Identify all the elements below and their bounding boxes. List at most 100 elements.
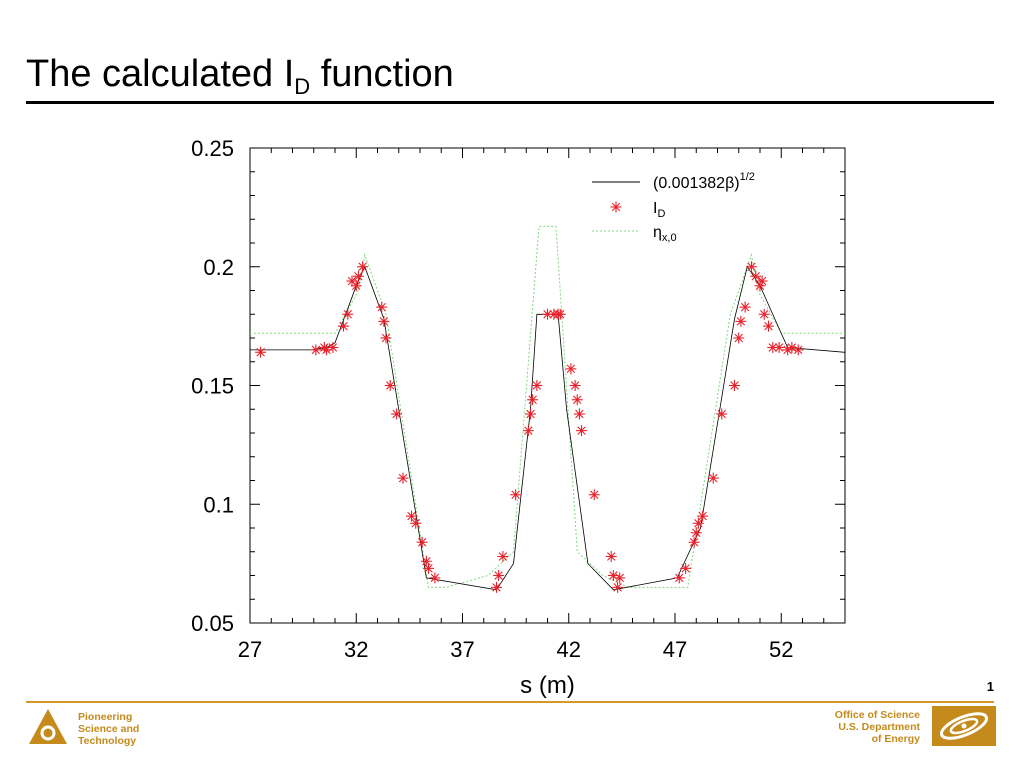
marker-stroke bbox=[492, 583, 501, 592]
legend-marker-icon bbox=[610, 201, 622, 213]
x-tick-label: 32 bbox=[344, 637, 368, 662]
data-point-marker bbox=[735, 315, 747, 327]
x-tick-label: 42 bbox=[557, 637, 581, 662]
footer-tagline-line: Science and bbox=[78, 723, 140, 735]
data-point-marker bbox=[758, 308, 770, 320]
data-point-marker bbox=[565, 363, 577, 375]
slide-title-text: The calculated I bbox=[26, 53, 295, 95]
data-point-marker bbox=[688, 536, 700, 548]
data-point-marker bbox=[327, 342, 339, 353]
data-point-marker bbox=[338, 320, 349, 332]
data-point-marker bbox=[522, 425, 534, 437]
marker-stroke bbox=[352, 281, 361, 290]
marker-stroke bbox=[566, 364, 576, 374]
marker-stroke bbox=[556, 310, 565, 319]
data-point-marker bbox=[378, 315, 390, 327]
legend-label: (0.001382β)1/2 bbox=[653, 171, 755, 192]
data-point-marker bbox=[729, 380, 740, 391]
marker-stroke bbox=[794, 345, 803, 355]
footer-tagline-line: Technology bbox=[78, 735, 137, 747]
data-point-marker bbox=[680, 562, 692, 574]
y-tick-label: 0.05 bbox=[191, 611, 234, 636]
data-point-marker bbox=[416, 536, 428, 548]
marker-stroke bbox=[740, 302, 750, 312]
marker-stroke bbox=[751, 272, 760, 281]
data-point-marker bbox=[605, 551, 617, 562]
marker-stroke bbox=[526, 409, 535, 419]
marker-stroke bbox=[730, 381, 739, 390]
marker-stroke bbox=[757, 276, 767, 286]
data-point-marker bbox=[588, 489, 600, 501]
data-point-marker bbox=[763, 320, 774, 332]
data-point-marker bbox=[612, 581, 624, 593]
data-point-marker bbox=[429, 572, 441, 584]
marker-stroke bbox=[528, 395, 537, 404]
data-point-marker bbox=[773, 342, 785, 353]
marker-stroke bbox=[339, 321, 348, 331]
marker-stroke bbox=[734, 333, 743, 343]
legend-label-text: (0.001382β) bbox=[653, 175, 740, 192]
footer-tagline: Pioneering Science and Technology bbox=[78, 711, 139, 747]
marker-stroke bbox=[590, 490, 599, 499]
data-point-marker bbox=[716, 408, 728, 420]
series-markers bbox=[255, 261, 804, 593]
legend-label: ηx,0 bbox=[653, 224, 677, 244]
marker-stroke bbox=[615, 573, 624, 583]
data-point-marker bbox=[310, 344, 322, 356]
marker-stroke bbox=[698, 511, 707, 521]
marker-stroke bbox=[343, 310, 352, 319]
tick-labels: 27 32 37 42 47 52 0.25 0.2 0.15 0.1 0.05 bbox=[191, 136, 793, 662]
marker-stroke bbox=[709, 473, 718, 483]
slide-title-suffix: function bbox=[310, 53, 454, 95]
series-line-dotted bbox=[250, 225, 845, 588]
pioneering-logo-icon bbox=[29, 709, 67, 744]
x-tick-label: 47 bbox=[663, 637, 687, 662]
series-layer bbox=[250, 225, 846, 593]
marker-stroke bbox=[311, 345, 321, 355]
marker-stroke bbox=[422, 557, 431, 566]
marker-stroke bbox=[543, 310, 552, 319]
series-dotted bbox=[250, 225, 845, 588]
marker-stroke bbox=[407, 511, 416, 521]
marker-stroke bbox=[611, 202, 621, 212]
data-point-marker bbox=[756, 275, 768, 287]
marker-stroke bbox=[494, 571, 503, 580]
data-point-marker bbox=[525, 408, 536, 420]
data-point-marker bbox=[573, 408, 585, 420]
marker-stroke bbox=[613, 583, 622, 592]
data-point-marker bbox=[707, 472, 719, 484]
data-point-marker bbox=[692, 517, 704, 529]
marker-stroke bbox=[256, 348, 265, 357]
marker-stroke bbox=[570, 381, 580, 390]
legend-label-text: η bbox=[653, 224, 662, 241]
x-tick-label: 37 bbox=[450, 637, 474, 662]
marker-stroke bbox=[607, 552, 616, 561]
footer-divider bbox=[26, 701, 994, 703]
marker-stroke bbox=[760, 310, 769, 319]
marker-stroke bbox=[392, 409, 401, 419]
data-point-marker bbox=[380, 332, 392, 344]
marker-stroke bbox=[689, 538, 699, 547]
y-tick-label: 0.25 bbox=[191, 136, 234, 161]
marker-stroke bbox=[381, 333, 391, 343]
marker-stroke bbox=[774, 343, 784, 352]
footer-agency-line: of Energy bbox=[871, 733, 920, 745]
data-point-marker bbox=[376, 301, 388, 313]
data-point-marker bbox=[750, 270, 762, 282]
plot-frame bbox=[249, 147, 846, 624]
data-point-marker bbox=[733, 332, 745, 344]
marker-stroke bbox=[386, 381, 395, 390]
slide-title-subscript: D bbox=[294, 74, 311, 99]
data-point-marker bbox=[491, 581, 502, 593]
footer-agency: Office of Science U.S. Department of Ene… bbox=[835, 709, 920, 745]
marker-stroke bbox=[577, 426, 586, 435]
marker-stroke bbox=[692, 528, 701, 537]
data-point-marker bbox=[397, 472, 409, 484]
data-point-marker bbox=[767, 342, 779, 353]
data-point-marker bbox=[423, 562, 434, 574]
legend-label-superscript: 1/2 bbox=[740, 171, 755, 183]
data-point-marker bbox=[739, 301, 751, 313]
footer-agency-line: U.S. Department bbox=[838, 721, 920, 733]
data-point-marker bbox=[350, 280, 362, 292]
